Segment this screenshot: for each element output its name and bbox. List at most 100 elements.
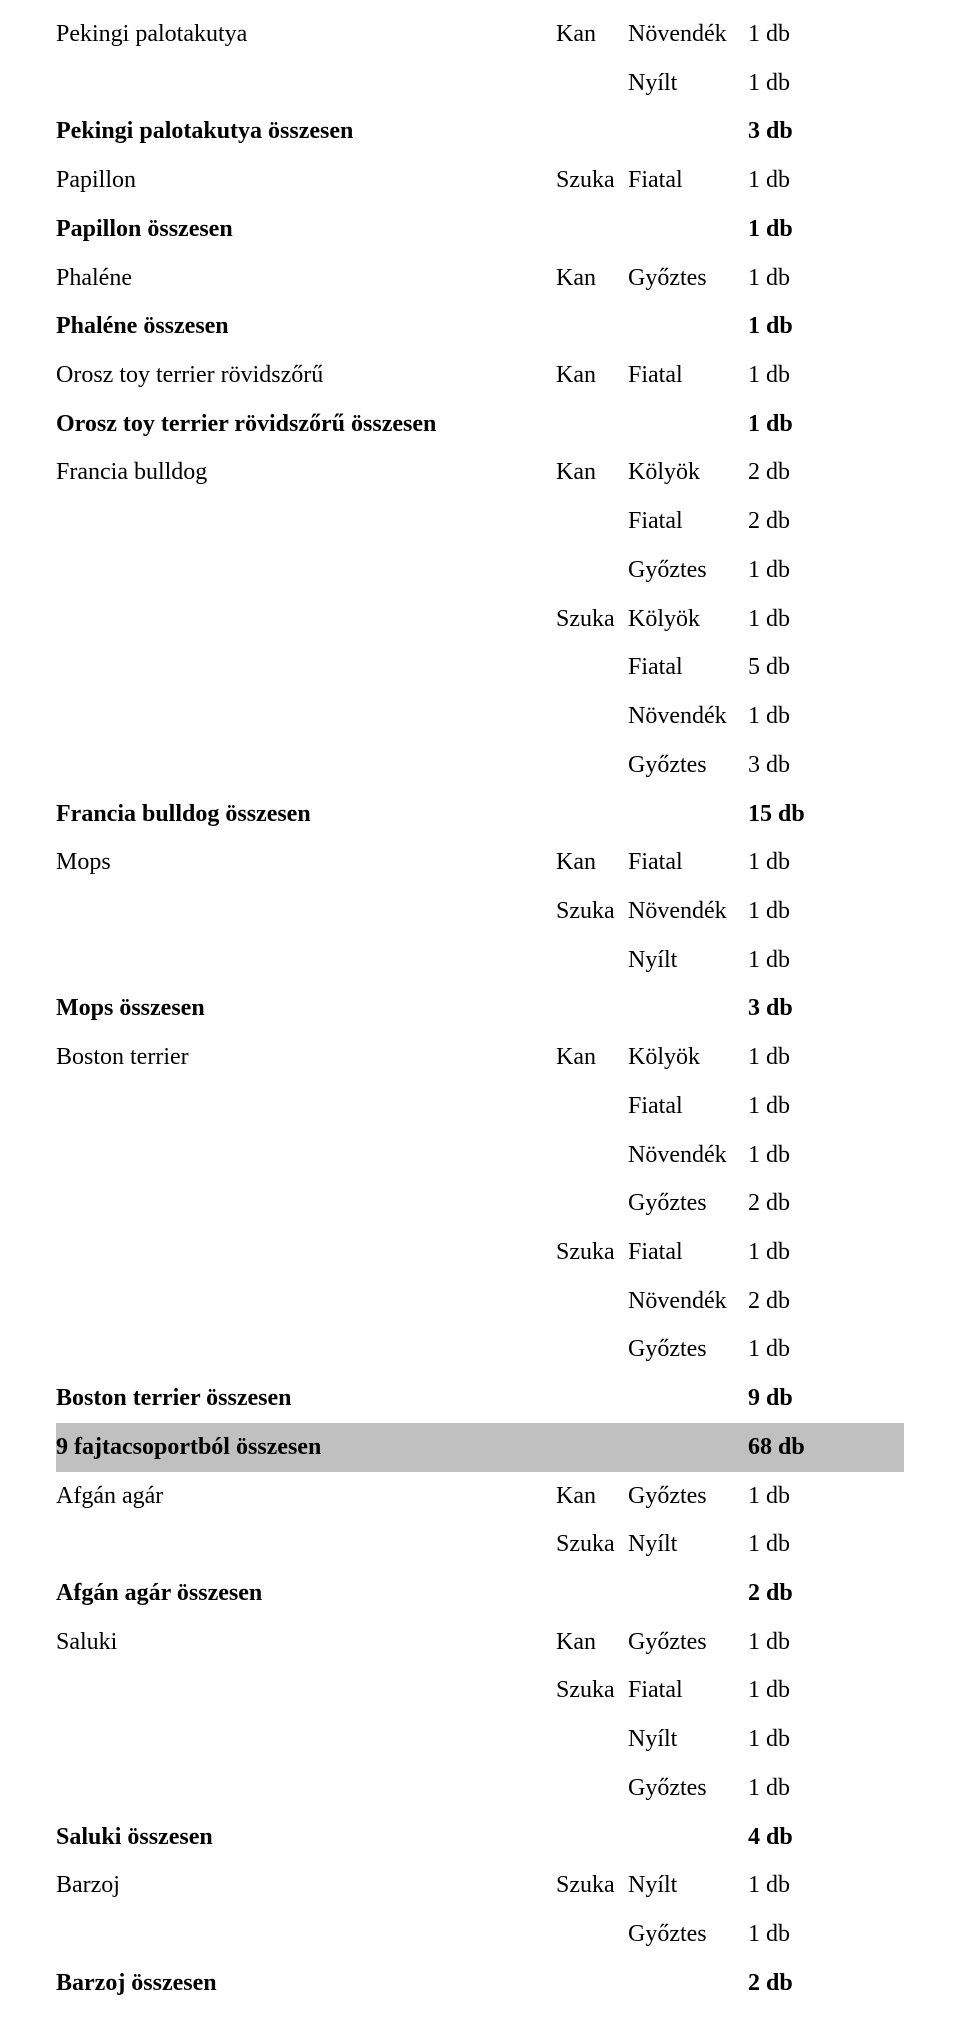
class-cell: Növendék bbox=[628, 1131, 748, 1180]
class-cell: Fiatal bbox=[628, 156, 748, 205]
class-cell: Nyílt bbox=[628, 1715, 748, 1764]
breed-cell: Pekingi palotakutya bbox=[56, 10, 556, 59]
count-cell: 1 db bbox=[748, 1715, 812, 1764]
count-cell: 1 db bbox=[748, 1764, 812, 1813]
breed-cell: Papillon bbox=[56, 156, 556, 205]
count-cell: 1 db bbox=[748, 10, 812, 59]
count-cell: 2 db bbox=[748, 497, 812, 546]
count-cell: 1 db bbox=[748, 400, 812, 449]
count-cell: 1 db bbox=[748, 838, 812, 887]
breed-row: Fiatal2 db bbox=[56, 497, 904, 546]
breed-row: PhaléneKanGyőztes1 db bbox=[56, 254, 904, 303]
breed-cell: Orosz toy terrier rövidszőrű bbox=[56, 351, 556, 400]
class-cell: Nyílt bbox=[628, 1861, 748, 1910]
breed-row: Növendék1 db bbox=[56, 692, 904, 741]
breed-total-row: Barzoj összesen2 db bbox=[56, 1959, 904, 2008]
breed-row: SzukaNyílt1 db bbox=[56, 1520, 904, 1569]
breed-row: Győztes1 db bbox=[56, 1764, 904, 1813]
sex-cell: Kan bbox=[556, 10, 628, 59]
breed-total-row: Pekingi palotakutya összesen3 db bbox=[56, 107, 904, 156]
count-cell: 15 db bbox=[748, 790, 812, 839]
count-cell: 9 db bbox=[748, 1374, 812, 1423]
breed-row: SzukaNövendék1 db bbox=[56, 887, 904, 936]
count-cell: 1 db bbox=[748, 351, 812, 400]
class-cell: Kölyök bbox=[628, 448, 748, 497]
breed-cell: Mops bbox=[56, 838, 556, 887]
breed-row: PapillonSzukaFiatal1 db bbox=[56, 156, 904, 205]
class-cell: Növendék bbox=[628, 692, 748, 741]
breed-total-row: Papillon összesen1 db bbox=[56, 205, 904, 254]
sex-cell: Kan bbox=[556, 1618, 628, 1667]
count-cell: 1 db bbox=[748, 1131, 812, 1180]
count-cell: 1 db bbox=[748, 1082, 812, 1131]
count-cell: 1 db bbox=[748, 302, 812, 351]
count-cell: 2 db bbox=[748, 1179, 812, 1228]
sex-cell: Szuka bbox=[556, 156, 628, 205]
count-cell: 2 db bbox=[748, 1277, 812, 1326]
sex-cell: Szuka bbox=[556, 595, 628, 644]
breed-row: BarzojSzukaNyílt1 db bbox=[56, 1861, 904, 1910]
breed-row: Növendék1 db bbox=[56, 1131, 904, 1180]
class-cell: Növendék bbox=[628, 887, 748, 936]
count-cell: 2 db bbox=[748, 1959, 812, 2008]
sex-cell: Kan bbox=[556, 254, 628, 303]
class-cell: Fiatal bbox=[628, 1228, 748, 1277]
breed-row: Győztes2 db bbox=[56, 1179, 904, 1228]
breed-row: SzukaFiatal1 db bbox=[56, 1228, 904, 1277]
count-cell: 1 db bbox=[748, 156, 812, 205]
breed-total-row: Saluki összesen4 db bbox=[56, 1813, 904, 1862]
breed-row: Nyílt1 db bbox=[56, 1715, 904, 1764]
class-cell: Fiatal bbox=[628, 351, 748, 400]
breed-cell: Mops összesen bbox=[56, 984, 556, 1033]
count-cell: 1 db bbox=[748, 1472, 812, 1521]
class-cell: Növendék bbox=[628, 1277, 748, 1326]
breed-row: Fiatal1 db bbox=[56, 1082, 904, 1131]
sex-cell: Szuka bbox=[556, 1861, 628, 1910]
breed-row: Győztes3 db bbox=[56, 741, 904, 790]
breed-total-row: Orosz toy terrier rövidszőrű összesen 1 d… bbox=[56, 400, 904, 449]
count-cell: 1 db bbox=[748, 1910, 812, 1959]
sex-cell: Szuka bbox=[556, 1666, 628, 1715]
class-cell: Kölyök bbox=[628, 1033, 748, 1082]
class-cell: Győztes bbox=[628, 546, 748, 595]
breed-cell: Francia bulldog összesen bbox=[56, 790, 556, 839]
breed-cell: Pekingi palotakutya összesen bbox=[56, 107, 556, 156]
count-cell: 1 db bbox=[748, 254, 812, 303]
count-cell: 5 db bbox=[748, 643, 812, 692]
sex-cell: Kan bbox=[556, 1033, 628, 1082]
class-cell: Fiatal bbox=[628, 643, 748, 692]
breed-row: Győztes1 db bbox=[56, 1325, 904, 1374]
class-cell: Nyílt bbox=[628, 936, 748, 985]
breed-row: Boston terrierKanKölyök1 db bbox=[56, 1033, 904, 1082]
class-cell: Győztes bbox=[628, 741, 748, 790]
breed-count-table: Pekingi palotakutyaKanNövendék1 dbNyílt1… bbox=[0, 0, 960, 2027]
class-cell: Kölyök bbox=[628, 595, 748, 644]
breed-row: Orosz toy terrier rövidszőrűKanFiatal1 d… bbox=[56, 351, 904, 400]
breed-cell: Saluki összesen bbox=[56, 1813, 556, 1862]
class-cell: Győztes bbox=[628, 1325, 748, 1374]
breed-total-row: Francia bulldog összesen 15 db bbox=[56, 790, 904, 839]
count-cell: 3 db bbox=[748, 984, 812, 1033]
sex-cell: Szuka bbox=[556, 887, 628, 936]
count-cell: 2 db bbox=[748, 448, 812, 497]
breed-cell: Francia bulldog bbox=[56, 448, 556, 497]
count-cell: 1 db bbox=[748, 595, 812, 644]
breed-row: Francia bulldogKanKölyök2 db bbox=[56, 448, 904, 497]
class-cell: Győztes bbox=[628, 1618, 748, 1667]
sex-cell: Szuka bbox=[556, 1228, 628, 1277]
sex-cell: Kan bbox=[556, 448, 628, 497]
breed-cell: Orosz toy terrier rövidszőrű összesen bbox=[56, 400, 556, 449]
breed-row: Fiatal5 db bbox=[56, 643, 904, 692]
count-cell: 68 db bbox=[748, 1423, 812, 1472]
breed-row: Nyílt1 db bbox=[56, 59, 904, 108]
count-cell: 1 db bbox=[748, 1228, 812, 1277]
breed-cell: 9 fajtacsoportból összesen bbox=[56, 1423, 556, 1472]
breed-row: Győztes1 db bbox=[56, 1910, 904, 1959]
breed-row: MopsKanFiatal1 db bbox=[56, 838, 904, 887]
count-cell: 1 db bbox=[748, 1520, 812, 1569]
breed-cell: Saluki bbox=[56, 1618, 556, 1667]
breed-total-row: Boston terrier összesen9 db bbox=[56, 1374, 904, 1423]
breed-row: Győztes1 db bbox=[56, 546, 904, 595]
count-cell: 1 db bbox=[748, 887, 812, 936]
breed-cell: Afgán agár bbox=[56, 1472, 556, 1521]
